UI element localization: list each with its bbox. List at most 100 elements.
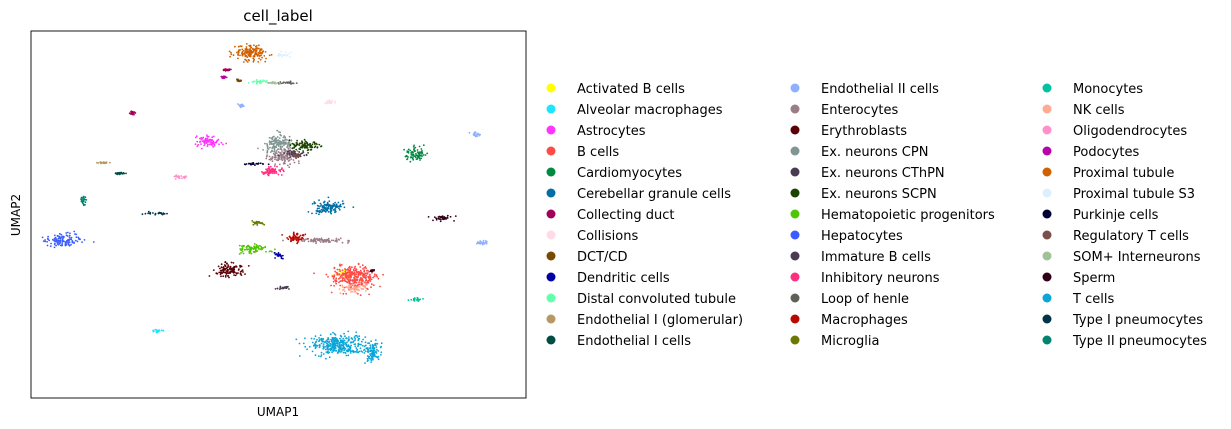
- data-point: [363, 348, 366, 351]
- data-point: [325, 273, 328, 276]
- data-point: [360, 343, 362, 346]
- data-point: [224, 267, 227, 270]
- data-point: [274, 138, 277, 141]
- data-point: [311, 212, 313, 215]
- data-point: [277, 151, 280, 153]
- series-points: [128, 68, 232, 116]
- data-point: [243, 248, 246, 251]
- data-point: [272, 152, 275, 155]
- data-point: [364, 336, 367, 338]
- data-point: [286, 164, 289, 167]
- data-point: [225, 267, 228, 270]
- data-point: [122, 172, 125, 175]
- data-point: [340, 335, 343, 338]
- data-point: [363, 274, 366, 277]
- data-point: [257, 162, 260, 165]
- data-point: [353, 336, 356, 338]
- data-point: [273, 165, 276, 167]
- data-point: [414, 146, 417, 149]
- data-point: [268, 155, 271, 158]
- data-point: [352, 276, 355, 279]
- legend-marker: [790, 335, 800, 345]
- data-point: [274, 252, 276, 254]
- data-point: [368, 271, 370, 273]
- data-point: [313, 338, 315, 340]
- legend-marker: [1042, 188, 1052, 198]
- data-point: [364, 350, 367, 353]
- data-point: [318, 337, 320, 339]
- data-point: [357, 274, 360, 276]
- data-point: [310, 146, 313, 149]
- data-point: [212, 135, 215, 138]
- data-point: [420, 148, 423, 150]
- data-point: [272, 146, 275, 148]
- data-point: [363, 352, 366, 354]
- data-point: [70, 238, 73, 241]
- data-point: [418, 157, 421, 160]
- data-point: [301, 146, 304, 149]
- data-point: [334, 206, 337, 209]
- data-point: [325, 240, 328, 243]
- data-point: [318, 207, 320, 210]
- legend-label: NK cells: [1073, 103, 1125, 118]
- legend-marker: [546, 146, 556, 156]
- data-point: [293, 143, 295, 146]
- data-point: [275, 139, 278, 142]
- data-point: [263, 171, 265, 174]
- data-point: [58, 242, 61, 245]
- data-point: [275, 150, 278, 152]
- data-point: [83, 198, 85, 201]
- data-point: [53, 246, 56, 249]
- data-point: [244, 51, 247, 53]
- data-point: [333, 284, 335, 287]
- data-point: [277, 55, 280, 57]
- data-point: [348, 271, 350, 274]
- data-point: [320, 337, 323, 340]
- series-points: [80, 195, 88, 207]
- data-point: [294, 155, 296, 158]
- data-point: [226, 275, 229, 277]
- data-point: [280, 257, 283, 260]
- data-point: [355, 350, 358, 352]
- data-point: [330, 348, 333, 351]
- data-point: [247, 248, 249, 251]
- data-point: [274, 82, 276, 85]
- legend-marker: [1042, 83, 1052, 93]
- data-point: [357, 283, 360, 286]
- data-point: [353, 343, 356, 346]
- data-point: [358, 289, 360, 292]
- data-point: [332, 280, 335, 283]
- data-point: [346, 272, 348, 275]
- data-point: [249, 47, 252, 49]
- data-point: [232, 266, 235, 269]
- data-point: [319, 205, 321, 208]
- data-point: [320, 355, 322, 358]
- data-point: [282, 139, 284, 142]
- data-point: [343, 349, 345, 352]
- data-point: [270, 168, 273, 171]
- data-point: [243, 163, 246, 166]
- data-point: [443, 216, 446, 218]
- data-point: [295, 142, 298, 144]
- data-point: [295, 153, 298, 156]
- legend-label: T cells: [1072, 292, 1114, 307]
- data-point: [359, 274, 362, 276]
- data-point: [374, 339, 377, 341]
- data-point: [317, 205, 320, 207]
- data-point: [288, 139, 291, 142]
- data-point: [177, 175, 180, 178]
- data-point: [333, 345, 336, 347]
- data-point: [349, 273, 351, 275]
- data-point: [345, 354, 348, 357]
- data-point: [352, 349, 354, 352]
- data-point: [298, 151, 301, 153]
- data-point: [360, 281, 363, 284]
- data-point: [328, 341, 330, 344]
- data-point: [263, 80, 266, 82]
- data-point: [216, 140, 218, 142]
- data-point: [329, 211, 332, 214]
- data-point: [335, 237, 338, 240]
- data-point: [360, 283, 363, 286]
- data-point: [269, 141, 272, 144]
- data-point: [319, 210, 322, 213]
